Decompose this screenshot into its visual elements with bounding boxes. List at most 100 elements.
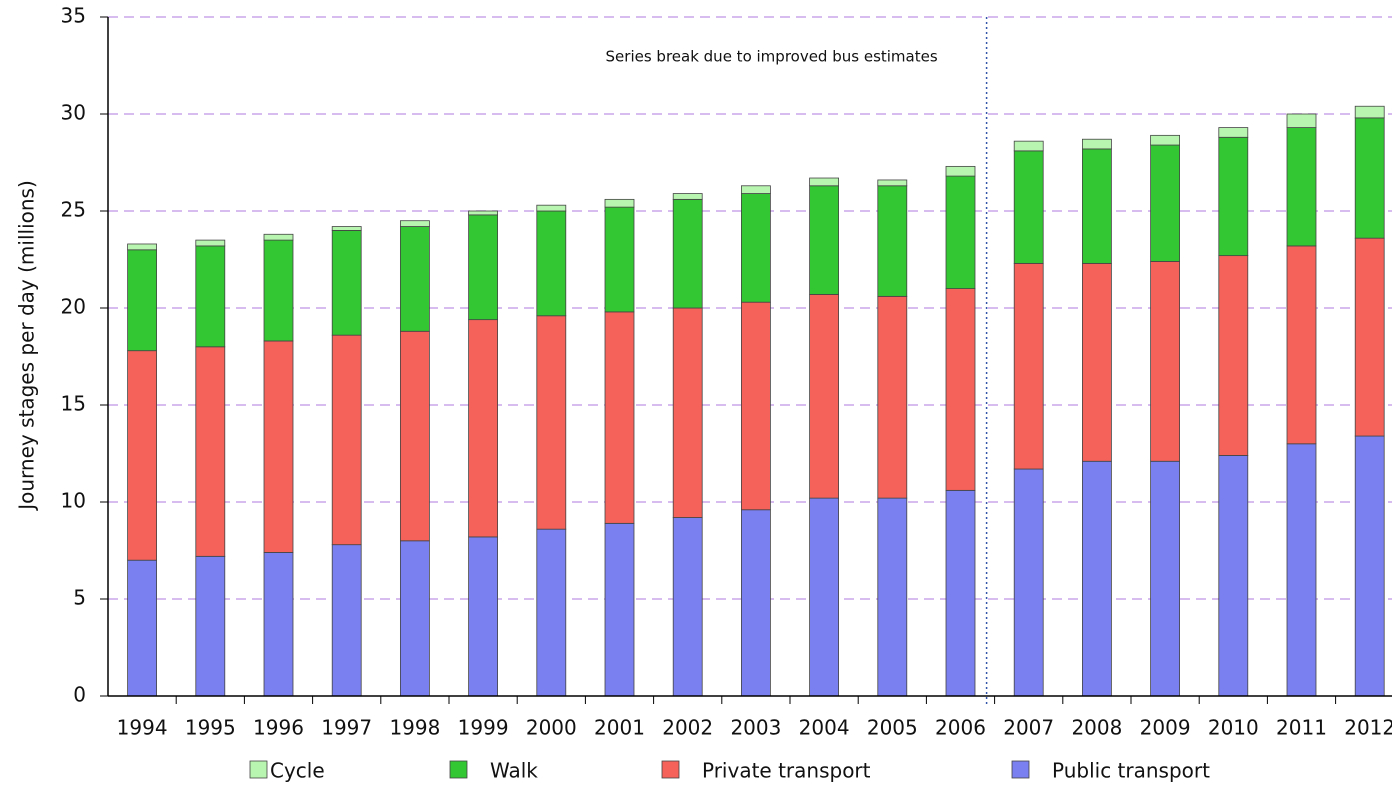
bar-segment — [127, 249, 157, 352]
bar-segment — [468, 319, 499, 538]
legend-swatch — [249, 760, 268, 779]
bar-segment — [195, 245, 226, 348]
bar-segment — [195, 346, 226, 557]
x-tick-label: 1998 — [389, 716, 440, 740]
legend-label: Public transport — [1052, 759, 1210, 783]
x-tick-label: 2012 — [1344, 716, 1392, 740]
bar-segment — [331, 334, 362, 546]
x-tick-label: 2006 — [935, 716, 986, 740]
bar-segment — [263, 239, 294, 342]
bar-segment — [945, 489, 976, 697]
bar-segment — [1218, 255, 1249, 456]
bar-segment — [809, 294, 839, 499]
x-tick-label: 2009 — [1140, 716, 1191, 740]
x-tick-label: 2010 — [1208, 716, 1259, 740]
legend-swatch — [1011, 760, 1030, 779]
bar-segment — [1354, 435, 1385, 697]
bar-segment — [604, 522, 635, 697]
bar-segment — [672, 193, 703, 200]
y-tick-label: 10 — [61, 489, 86, 513]
y-tick-label: 5 — [73, 586, 86, 610]
bar-segment — [604, 198, 635, 208]
bar-segment — [399, 226, 430, 332]
bar-segment — [1082, 262, 1112, 462]
x-tick-label: 2002 — [662, 716, 713, 740]
bar-segment — [945, 175, 976, 289]
bar-segment — [604, 206, 635, 313]
bar-segment — [127, 559, 157, 697]
bar-segment — [1218, 127, 1249, 138]
bar-segment — [741, 301, 771, 511]
bar-segment — [1082, 460, 1112, 697]
bar-segment — [877, 497, 908, 697]
bar-segment — [195, 239, 226, 247]
bar-segment — [399, 330, 430, 542]
legend-swatch — [661, 760, 680, 779]
x-tick-label: 2007 — [1003, 716, 1054, 740]
x-tick-label: 2004 — [799, 716, 850, 740]
bar-segment — [877, 179, 908, 187]
x-tick-label: 1994 — [117, 716, 168, 740]
bar-segment — [672, 307, 703, 518]
bar-segment — [1013, 262, 1044, 470]
bar-segment — [1286, 245, 1317, 445]
bar-segment — [468, 210, 499, 216]
x-tick-label: 1995 — [185, 716, 236, 740]
bar-segment — [127, 350, 157, 561]
bar-segment — [877, 185, 908, 297]
legend-label: Cycle — [270, 759, 325, 783]
x-tick-label: 2008 — [1071, 716, 1122, 740]
bar-segment — [604, 311, 635, 524]
bar-segment — [127, 243, 157, 251]
bar-segment — [741, 185, 771, 194]
y-tick-label: 25 — [61, 198, 86, 222]
bar-segment — [331, 544, 362, 697]
y-tick-label: 20 — [61, 295, 86, 319]
bar-segment — [536, 210, 567, 317]
bar-segment — [1013, 468, 1044, 697]
bar-segment — [1150, 144, 1180, 262]
y-tick-label: 35 — [61, 4, 86, 28]
bar-segment — [1082, 138, 1112, 150]
bar-segment — [263, 340, 294, 553]
x-tick-label: 2001 — [594, 716, 645, 740]
bar-segment — [1218, 136, 1249, 257]
bar-segment — [399, 540, 430, 697]
bar-segment — [536, 315, 567, 530]
bar-segment — [1013, 140, 1044, 152]
bar-segment — [672, 517, 703, 697]
x-tick-label: 2011 — [1276, 716, 1327, 740]
bar-segment — [468, 214, 499, 321]
bar-segment — [809, 497, 839, 697]
bar-segment — [331, 229, 362, 336]
bar-segment — [263, 233, 294, 241]
bar-segment — [945, 288, 976, 491]
x-tick-label: 1996 — [253, 716, 304, 740]
bar-segment — [399, 220, 430, 227]
bar-segment — [1286, 113, 1317, 128]
bar-segment — [1286, 127, 1317, 247]
bar-segment — [672, 198, 703, 309]
bar-segment — [809, 185, 839, 295]
legend-swatch — [449, 760, 468, 779]
bar-segment — [1013, 150, 1044, 264]
bar-segment — [1354, 105, 1385, 119]
bar-segment — [809, 177, 839, 187]
bar-segment — [331, 226, 362, 231]
legend-label: Private transport — [702, 759, 871, 783]
y-tick-label: 0 — [73, 683, 86, 707]
x-tick-label: 2000 — [526, 716, 577, 740]
legend-label: Walk — [490, 759, 538, 783]
x-tick-label: 2003 — [730, 716, 781, 740]
bar-segment — [1150, 261, 1180, 462]
bar-segment — [1150, 460, 1180, 697]
bar-segment — [1150, 134, 1180, 146]
bar-segment — [1218, 455, 1249, 697]
bar-segment — [1082, 148, 1112, 264]
bar-segment — [263, 552, 294, 697]
x-tick-label: 1999 — [458, 716, 509, 740]
bar-segment — [945, 165, 976, 177]
bar-segment — [536, 528, 567, 697]
y-tick-label: 15 — [61, 392, 86, 416]
